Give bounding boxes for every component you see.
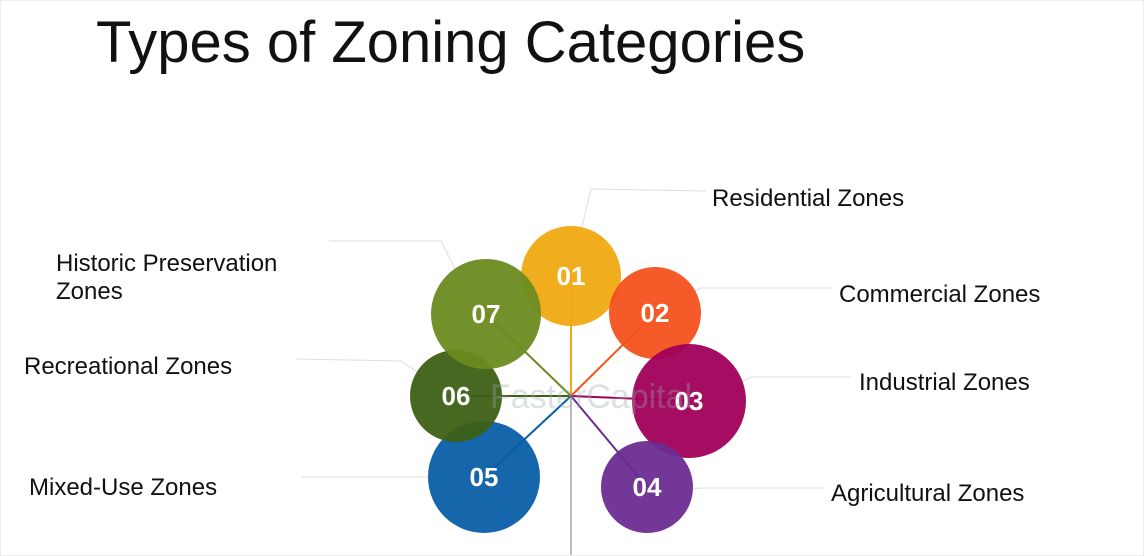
node-number: 02 bbox=[641, 298, 670, 328]
node-circle bbox=[410, 350, 502, 442]
node-circle bbox=[601, 441, 693, 533]
title: Types of Zoning Categories bbox=[96, 10, 806, 75]
node-number: 06 bbox=[442, 381, 471, 411]
node-number: 01 bbox=[557, 261, 586, 291]
node-number: 07 bbox=[472, 299, 501, 329]
node-number: 04 bbox=[633, 472, 662, 502]
node-label: Residential Zones bbox=[712, 185, 905, 212]
node-number: 03 bbox=[675, 386, 704, 416]
node-number: 05 bbox=[470, 462, 499, 492]
node-circle bbox=[521, 226, 621, 326]
node-label: Mixed-Use Zones bbox=[29, 474, 218, 501]
node-circle bbox=[609, 267, 701, 359]
node-label: Historic Preservation Zones bbox=[56, 250, 278, 305]
node-circle bbox=[632, 344, 746, 458]
node-circle bbox=[428, 421, 540, 533]
node-label: Recreational Zones bbox=[24, 353, 233, 380]
node-label: Industrial Zones bbox=[859, 369, 1030, 396]
node-label: Agricultural Zones bbox=[831, 480, 1025, 507]
circles: 01 02 03 04 05 06 07 bbox=[410, 226, 746, 533]
node-circle bbox=[431, 259, 541, 369]
node-label: Commercial Zones bbox=[839, 281, 1041, 308]
watermark: FasterCapital bbox=[490, 378, 692, 416]
